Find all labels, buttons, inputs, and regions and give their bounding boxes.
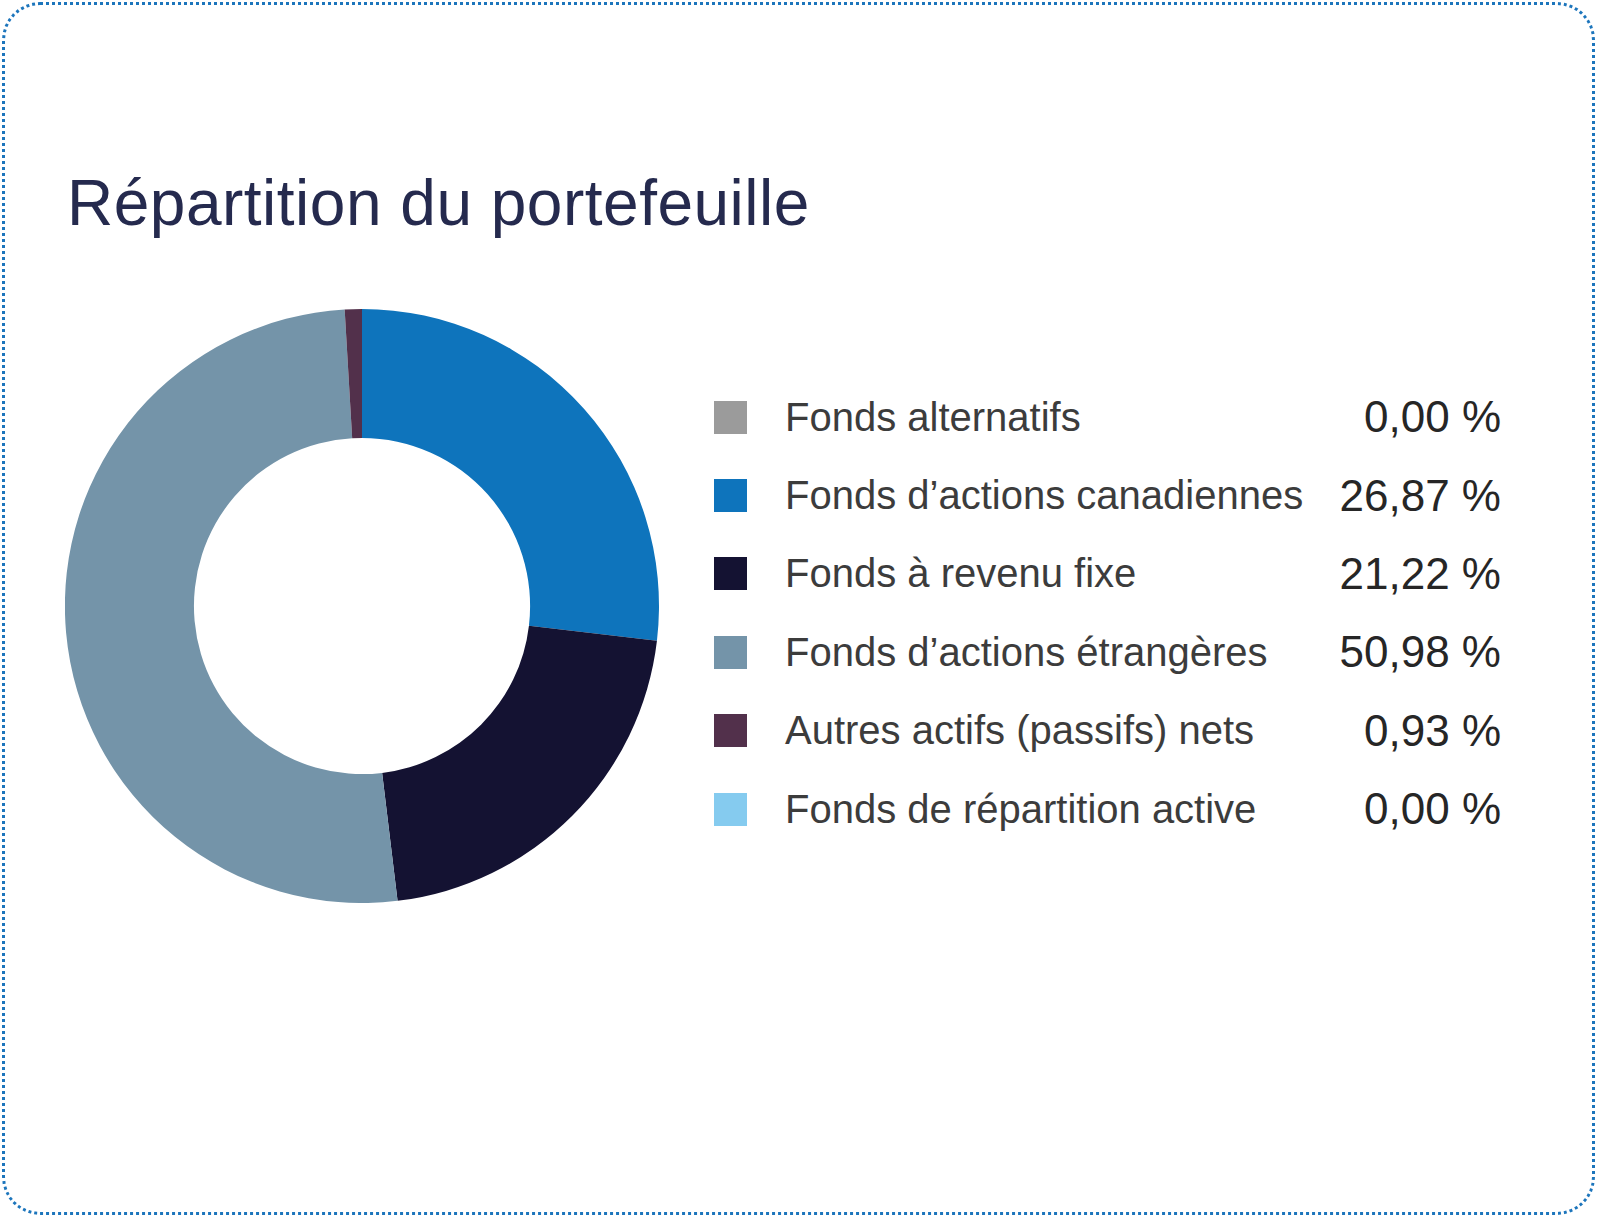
legend-item: Autres actifs (passifs) nets 0,93 % xyxy=(714,692,1501,770)
legend-label: Fonds d’actions canadiennes xyxy=(785,473,1340,518)
donut-chart xyxy=(65,309,659,903)
legend-value: 50,98 % xyxy=(1340,627,1501,677)
legend-color-swatch xyxy=(714,793,747,826)
legend-color-swatch xyxy=(714,479,747,512)
legend-color-swatch xyxy=(714,636,747,669)
legend-label: Fonds alternatifs xyxy=(785,395,1364,440)
donut-slice xyxy=(382,626,657,901)
portfolio-allocation-card: Répartition du portefeuille Fonds altern… xyxy=(2,2,1595,1215)
legend-color-swatch xyxy=(714,557,747,590)
legend-item: Fonds d’actions étrangères 50,98 % xyxy=(714,613,1501,691)
page-title: Répartition du portefeuille xyxy=(67,166,810,240)
legend-item: Fonds à revenu fixe 21,22 % xyxy=(714,535,1501,613)
legend-value: 0,00 % xyxy=(1364,392,1501,442)
legend-item: Fonds alternatifs 0,00 % xyxy=(714,378,1501,456)
chart-legend: Fonds alternatifs 0,00 % Fonds d’actions… xyxy=(714,378,1501,848)
legend-value: 26,87 % xyxy=(1340,471,1501,521)
legend-item: Fonds d’actions canadiennes 26,87 % xyxy=(714,456,1501,534)
legend-label: Fonds à revenu fixe xyxy=(785,551,1340,596)
legend-value: 21,22 % xyxy=(1340,549,1501,599)
legend-color-swatch xyxy=(714,401,747,434)
legend-label: Fonds de répartition active xyxy=(785,787,1364,832)
legend-value: 0,00 % xyxy=(1364,784,1501,834)
legend-item: Fonds de répartition active 0,00 % xyxy=(714,770,1501,848)
legend-label: Autres actifs (passifs) nets xyxy=(785,708,1364,753)
legend-value: 0,93 % xyxy=(1364,706,1501,756)
donut-slice xyxy=(362,309,659,641)
donut-slice xyxy=(65,310,398,903)
legend-label: Fonds d’actions étrangères xyxy=(785,630,1340,675)
legend-color-swatch xyxy=(714,714,747,747)
